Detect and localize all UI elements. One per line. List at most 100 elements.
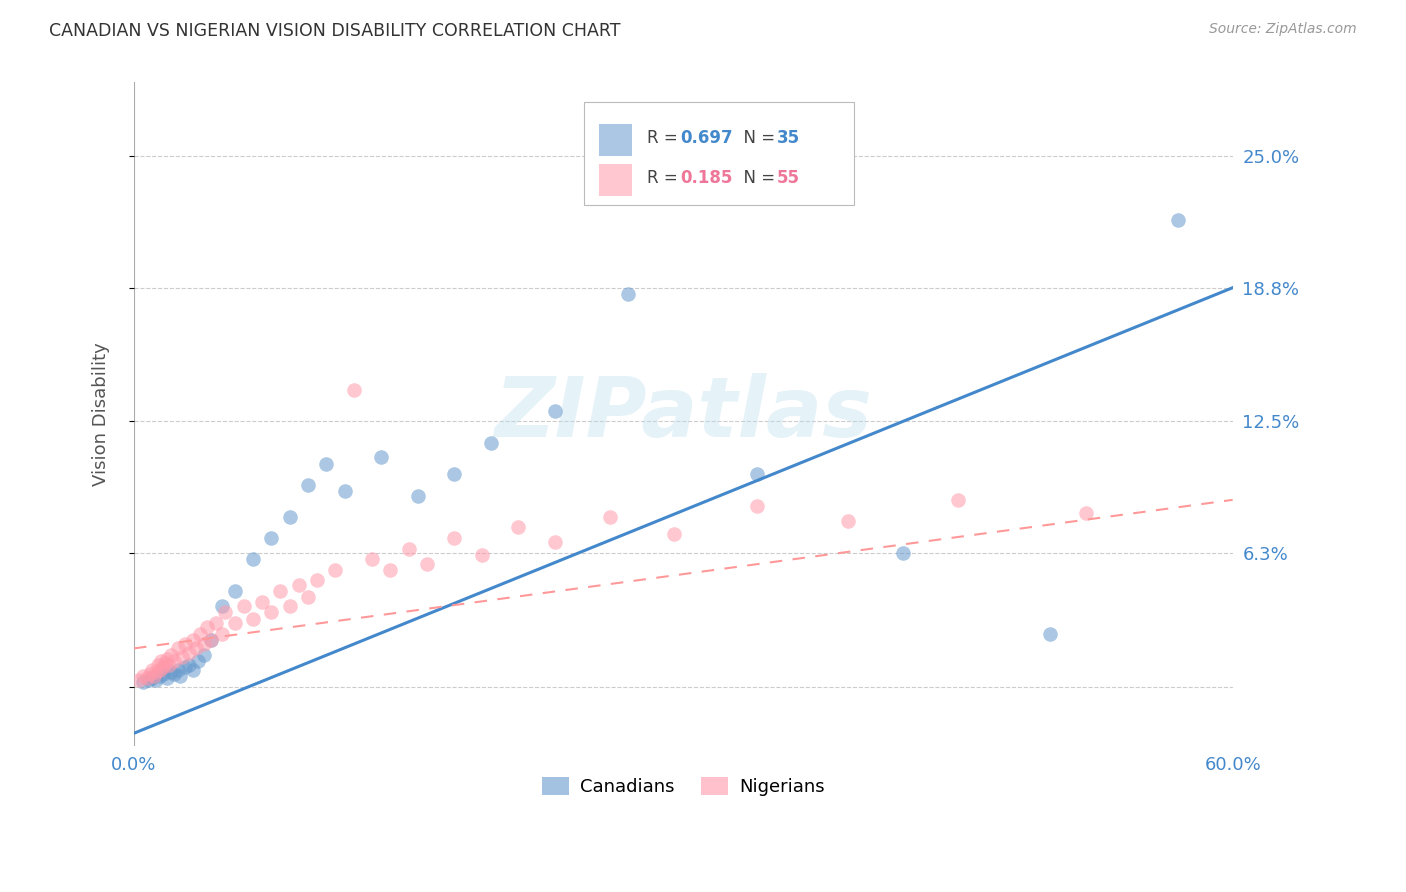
Point bbox=[181, 663, 204, 677]
Point bbox=[297, 478, 319, 492]
Point bbox=[132, 669, 155, 683]
Point bbox=[260, 531, 283, 545]
Point bbox=[544, 535, 567, 549]
Point bbox=[287, 578, 309, 592]
Point bbox=[745, 500, 768, 514]
Point bbox=[325, 563, 347, 577]
Point bbox=[128, 673, 150, 688]
Text: R =: R = bbox=[647, 169, 683, 187]
Point bbox=[157, 658, 180, 673]
Point bbox=[406, 489, 429, 503]
Point bbox=[278, 509, 301, 524]
Point bbox=[443, 467, 465, 482]
Point bbox=[187, 654, 209, 668]
Point bbox=[167, 641, 190, 656]
Point bbox=[398, 541, 420, 556]
Point bbox=[479, 435, 502, 450]
Point bbox=[152, 666, 174, 681]
Point bbox=[177, 658, 200, 673]
Text: 55: 55 bbox=[776, 169, 800, 187]
FancyBboxPatch shape bbox=[599, 164, 631, 196]
Point bbox=[156, 652, 179, 666]
Point bbox=[361, 552, 384, 566]
Point bbox=[370, 450, 392, 465]
Point bbox=[307, 574, 329, 588]
Point bbox=[132, 675, 155, 690]
Point bbox=[224, 615, 246, 630]
Point bbox=[146, 658, 169, 673]
Point bbox=[205, 615, 228, 630]
Point bbox=[167, 663, 190, 677]
Point bbox=[170, 649, 193, 664]
FancyBboxPatch shape bbox=[585, 102, 853, 205]
Text: N =: N = bbox=[733, 129, 780, 147]
Point bbox=[174, 637, 197, 651]
Point bbox=[148, 663, 170, 677]
Point bbox=[169, 669, 191, 683]
Point bbox=[193, 637, 215, 651]
Point bbox=[148, 669, 170, 683]
Point bbox=[141, 663, 163, 677]
Point bbox=[211, 626, 233, 640]
Point bbox=[544, 403, 567, 417]
Point bbox=[211, 599, 233, 613]
Point bbox=[163, 666, 186, 681]
Point bbox=[135, 671, 157, 685]
Point bbox=[837, 514, 859, 528]
Point bbox=[141, 671, 163, 685]
Point bbox=[343, 383, 366, 397]
Point bbox=[163, 654, 186, 668]
Point bbox=[214, 605, 236, 619]
Point bbox=[188, 626, 211, 640]
Point bbox=[200, 632, 222, 647]
Point bbox=[333, 484, 356, 499]
Point bbox=[260, 605, 283, 619]
Point bbox=[186, 641, 208, 656]
Point bbox=[508, 520, 530, 534]
Point bbox=[174, 660, 197, 674]
Point bbox=[250, 595, 273, 609]
Point bbox=[156, 671, 179, 685]
Point bbox=[195, 620, 218, 634]
Text: 0.185: 0.185 bbox=[681, 169, 733, 187]
Point bbox=[181, 632, 204, 647]
Point bbox=[224, 584, 246, 599]
Point bbox=[443, 531, 465, 545]
Point bbox=[159, 648, 181, 662]
Point bbox=[150, 654, 173, 668]
Point bbox=[242, 612, 264, 626]
Point bbox=[891, 546, 914, 560]
Point bbox=[159, 665, 181, 679]
Point bbox=[1076, 506, 1098, 520]
Y-axis label: Vision Disability: Vision Disability bbox=[93, 342, 110, 486]
Point bbox=[416, 557, 439, 571]
Point bbox=[946, 492, 969, 507]
Point bbox=[232, 599, 254, 613]
Point bbox=[193, 648, 215, 662]
Text: CANADIAN VS NIGERIAN VISION DISABILITY CORRELATION CHART: CANADIAN VS NIGERIAN VISION DISABILITY C… bbox=[49, 22, 620, 40]
Point bbox=[380, 563, 402, 577]
Legend: Canadians, Nigerians: Canadians, Nigerians bbox=[534, 770, 832, 804]
Point bbox=[1167, 212, 1189, 227]
Point bbox=[242, 552, 264, 566]
Point bbox=[269, 584, 291, 599]
Point bbox=[153, 657, 176, 671]
Text: N =: N = bbox=[733, 169, 780, 187]
Text: 0.697: 0.697 bbox=[681, 129, 733, 147]
Point bbox=[315, 457, 337, 471]
Text: Source: ZipAtlas.com: Source: ZipAtlas.com bbox=[1209, 22, 1357, 37]
Point bbox=[145, 665, 167, 679]
Point bbox=[278, 599, 301, 613]
Point bbox=[139, 666, 162, 681]
Point bbox=[617, 287, 640, 301]
Point bbox=[200, 632, 222, 647]
Point bbox=[138, 673, 160, 688]
FancyBboxPatch shape bbox=[599, 124, 631, 156]
Point bbox=[471, 548, 494, 562]
Text: R =: R = bbox=[647, 129, 683, 147]
Point bbox=[599, 509, 621, 524]
Text: ZIPatlas: ZIPatlas bbox=[495, 374, 872, 454]
Text: 35: 35 bbox=[776, 129, 800, 147]
Point bbox=[143, 669, 166, 683]
Point bbox=[297, 591, 319, 605]
